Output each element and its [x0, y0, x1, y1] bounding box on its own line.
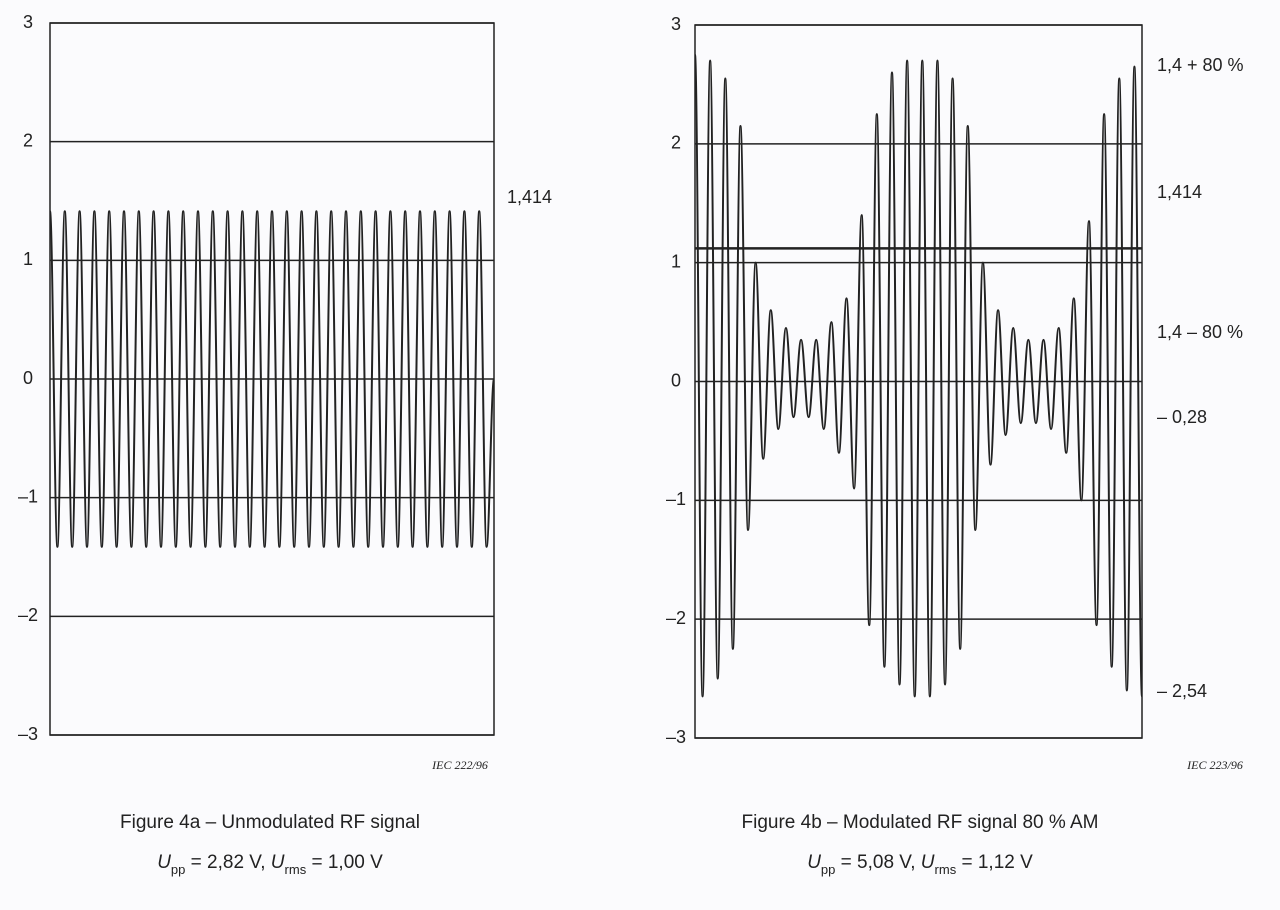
annotation: 1,4 – 80 % — [1157, 322, 1243, 342]
caption-title: Figure 4b – Modulated RF signal 80 % AM — [742, 812, 1099, 833]
caption-formula: Upp = 2,82 V, Urms = 1,00 V — [157, 852, 383, 877]
annotation: 1,414 — [1157, 182, 1202, 202]
formula-part: U — [807, 852, 821, 873]
y-tick-label: –2 — [18, 605, 38, 625]
formula-part: U — [157, 852, 171, 873]
y-tick-label: –3 — [18, 724, 38, 744]
y-tick-label: 2 — [671, 133, 681, 153]
y-tick-label: 2 — [23, 130, 33, 150]
annotation: – 0,28 — [1157, 407, 1207, 427]
formula-part: = 5,08 V, — [835, 852, 920, 873]
y-tick-label: 1 — [671, 251, 681, 271]
formula-part: pp — [171, 862, 185, 877]
formula-part: = 2,82 V, — [185, 852, 270, 873]
y-tick-label: 1 — [23, 249, 33, 269]
caption-title: Figure 4a – Unmodulated RF signal — [120, 812, 420, 833]
y-tick-label: –1 — [666, 489, 686, 509]
formula-part: rms — [935, 862, 957, 877]
credit: IEC 222/96 — [431, 758, 488, 772]
formula-part: U — [921, 852, 935, 873]
y-tick-label: –2 — [666, 608, 686, 628]
annotation: 1,414 — [507, 187, 552, 207]
y-tick-label: 3 — [671, 14, 681, 34]
y-tick-label: 0 — [23, 368, 33, 388]
y-tick-label: –1 — [18, 486, 38, 506]
formula-part: U — [271, 852, 285, 873]
y-tick-label: 3 — [23, 12, 33, 32]
credit: IEC 223/96 — [1186, 758, 1243, 772]
signal-line — [694, 53, 1143, 698]
annotation: – 2,54 — [1157, 681, 1207, 701]
formula-part: rms — [285, 862, 307, 877]
y-tick-label: 0 — [671, 370, 681, 390]
formula-part: = 1,12 V — [956, 852, 1033, 873]
annotation: 1,4 + 80 % — [1157, 55, 1244, 75]
formula-part: pp — [821, 862, 835, 877]
formula-part: = 1,00 V — [306, 852, 383, 873]
signal-line — [49, 210, 495, 548]
caption-formula: Upp = 5,08 V, Urms = 1,12 V — [807, 852, 1033, 877]
y-tick-label: –3 — [666, 727, 686, 747]
